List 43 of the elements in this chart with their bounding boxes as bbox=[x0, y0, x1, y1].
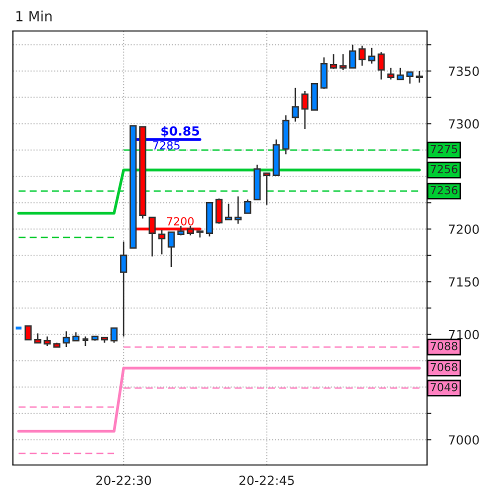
candlestick bbox=[396, 67, 404, 80]
candlestick bbox=[301, 90, 308, 130]
candlestick bbox=[24, 325, 32, 340]
candlestick bbox=[387, 67, 394, 80]
candlestick bbox=[378, 51, 385, 80]
y-tick-label: 7200 bbox=[448, 224, 479, 234]
data-label: 7088 bbox=[430, 342, 458, 350]
data-label: 7068 bbox=[430, 362, 458, 372]
candlestick bbox=[349, 44, 356, 69]
data-label: 7200 bbox=[167, 217, 194, 226]
candlestick bbox=[177, 225, 184, 236]
y-tick-label: 7350 bbox=[448, 66, 479, 76]
candlestick bbox=[263, 172, 270, 206]
data-label: 7285 bbox=[153, 141, 180, 150]
candlestick bbox=[110, 327, 118, 344]
candlestick bbox=[368, 47, 376, 64]
candlestick bbox=[416, 70, 423, 84]
candlestick bbox=[292, 87, 299, 122]
y-tick-label: 7300 bbox=[448, 119, 479, 129]
candlestick bbox=[168, 232, 175, 268]
candlestick bbox=[244, 198, 252, 214]
data-label: 7275 bbox=[430, 144, 458, 154]
y-tick-label: 7100 bbox=[448, 330, 479, 340]
candlestick bbox=[120, 240, 128, 338]
data-label: 7236 bbox=[430, 186, 458, 194]
data-label: 7256 bbox=[430, 164, 458, 174]
x-tick-label: 20-22:45 bbox=[239, 476, 294, 486]
x-tick-label: 20-22:30 bbox=[96, 476, 151, 486]
candlestick bbox=[330, 53, 338, 70]
annotation: $0.85 bbox=[161, 126, 200, 138]
candlestick bbox=[225, 203, 232, 220]
y-tick-label: 7150 bbox=[448, 277, 479, 287]
candlestick bbox=[62, 330, 70, 348]
candlestick bbox=[44, 336, 51, 347]
candlestick bbox=[215, 198, 223, 224]
candlestick bbox=[406, 71, 414, 84]
candlestick bbox=[358, 45, 366, 66]
y-tick-label: 7000 bbox=[448, 435, 479, 445]
data-label: 7049 bbox=[430, 382, 458, 392]
candlestick bbox=[234, 196, 242, 224]
candlestick bbox=[34, 332, 42, 344]
candlestick bbox=[340, 53, 347, 71]
chart-title: 1 Min bbox=[16, 10, 52, 22]
